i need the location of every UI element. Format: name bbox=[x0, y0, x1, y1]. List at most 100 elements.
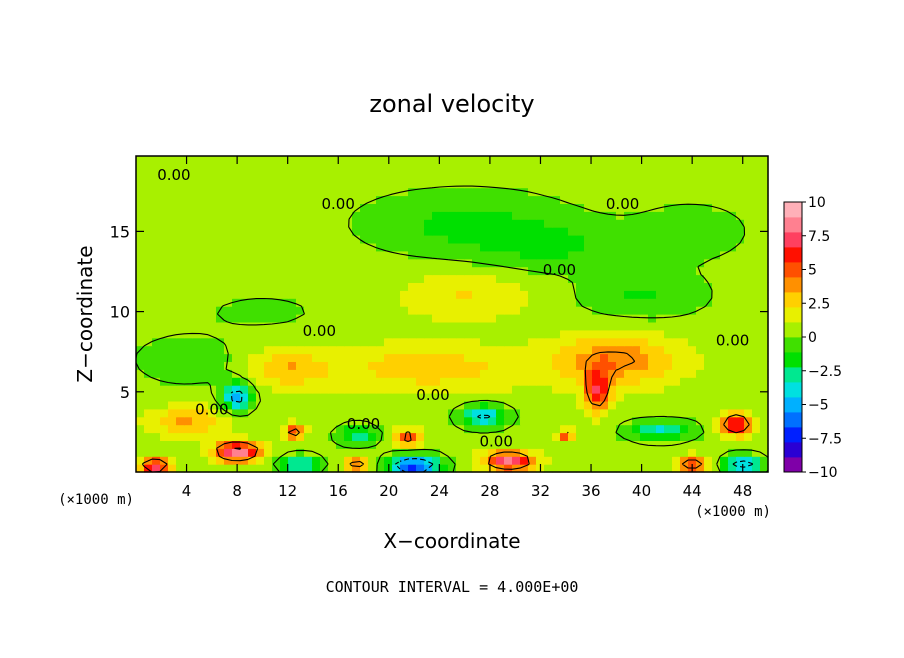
heatmap-cell bbox=[520, 432, 529, 441]
heatmap-cell bbox=[224, 227, 233, 236]
heatmap-cell bbox=[360, 211, 369, 220]
heatmap-cell bbox=[704, 337, 713, 347]
heatmap-cell bbox=[504, 298, 513, 307]
heatmap-cell bbox=[480, 416, 489, 426]
heatmap-cell bbox=[176, 416, 185, 426]
heatmap-cell bbox=[664, 377, 673, 386]
heatmap-cell bbox=[296, 440, 305, 449]
heatmap-cell bbox=[672, 393, 681, 402]
heatmap-cell bbox=[152, 424, 161, 434]
heatmap-cell bbox=[680, 314, 689, 323]
heatmap-cell bbox=[472, 329, 481, 339]
heatmap-cell bbox=[400, 156, 409, 165]
heatmap-cell bbox=[632, 448, 641, 457]
heatmap-cell bbox=[648, 227, 657, 236]
heatmap-cell bbox=[344, 337, 353, 347]
heatmap-cell bbox=[392, 282, 401, 291]
heatmap-cell bbox=[224, 211, 233, 220]
heatmap-cell bbox=[552, 163, 561, 173]
heatmap-cell bbox=[320, 179, 329, 189]
heatmap-cell bbox=[576, 432, 585, 441]
heatmap-cell bbox=[400, 321, 409, 331]
heatmap-cell bbox=[552, 187, 561, 197]
heatmap-cell bbox=[760, 337, 769, 347]
heatmap-cell bbox=[432, 282, 441, 291]
heatmap-cell bbox=[216, 393, 225, 402]
heatmap-cell bbox=[720, 211, 729, 220]
heatmap-cell bbox=[480, 258, 489, 268]
heatmap-cell bbox=[144, 211, 153, 220]
heatmap-cell bbox=[208, 171, 217, 181]
heatmap-cell bbox=[616, 187, 625, 197]
heatmap-cell bbox=[480, 440, 489, 449]
heatmap-cell bbox=[280, 353, 289, 362]
heatmap-cell bbox=[408, 179, 417, 189]
heatmap-cell bbox=[224, 179, 233, 189]
heatmap-cell bbox=[336, 258, 345, 268]
heatmap-cell bbox=[744, 393, 753, 402]
heatmap-cell bbox=[400, 424, 409, 434]
heatmap-cell bbox=[520, 314, 529, 323]
heatmap-cell bbox=[432, 211, 441, 220]
heatmap-cell bbox=[480, 432, 489, 441]
x-tick-label: 44 bbox=[683, 482, 702, 500]
heatmap-cell bbox=[160, 424, 169, 434]
heatmap-cell bbox=[368, 171, 377, 181]
heatmap-cell bbox=[488, 171, 497, 181]
heatmap-cell bbox=[744, 385, 753, 394]
heatmap-cell bbox=[664, 306, 673, 315]
heatmap-cell bbox=[392, 163, 401, 173]
heatmap-cell bbox=[248, 195, 257, 204]
heatmap-cell bbox=[384, 250, 393, 260]
heatmap-cell bbox=[736, 219, 745, 228]
heatmap-cell bbox=[704, 314, 713, 323]
heatmap-cell bbox=[472, 400, 481, 410]
heatmap-cell bbox=[256, 211, 265, 220]
heatmap-cell bbox=[216, 440, 225, 449]
heatmap-cell bbox=[400, 432, 409, 441]
heatmap-cell bbox=[624, 464, 633, 473]
heatmap-cell bbox=[368, 163, 377, 173]
heatmap-cell bbox=[656, 400, 665, 410]
heatmap-cell bbox=[432, 345, 441, 355]
heatmap-cell bbox=[144, 219, 153, 228]
heatmap-cell bbox=[360, 337, 369, 347]
heatmap-cell bbox=[632, 424, 641, 434]
heatmap-cell bbox=[192, 298, 201, 307]
heatmap-cell bbox=[368, 306, 377, 315]
heatmap-cell bbox=[696, 274, 705, 283]
heatmap-cell bbox=[496, 227, 505, 236]
heatmap-cell bbox=[184, 282, 193, 291]
heatmap-cell bbox=[360, 156, 369, 165]
heatmap-cell bbox=[336, 266, 345, 276]
heatmap-cell bbox=[360, 195, 369, 204]
heatmap-cell bbox=[624, 171, 633, 181]
heatmap-cell bbox=[256, 385, 265, 394]
heatmap-cell bbox=[408, 456, 417, 465]
heatmap-cell bbox=[600, 179, 609, 189]
heatmap-cell bbox=[224, 416, 233, 426]
heatmap-cell bbox=[720, 464, 729, 473]
heatmap-cell bbox=[600, 156, 609, 165]
heatmap-cell bbox=[208, 274, 217, 283]
heatmap-cell bbox=[464, 227, 473, 236]
heatmap-cell bbox=[472, 385, 481, 394]
heatmap-cell bbox=[216, 400, 225, 410]
heatmap-cell bbox=[224, 440, 233, 449]
heatmap-cell bbox=[496, 219, 505, 228]
heatmap-cell bbox=[176, 337, 185, 347]
heatmap-cell bbox=[480, 219, 489, 228]
heatmap-cell bbox=[584, 353, 593, 362]
heatmap-cell bbox=[624, 290, 633, 299]
heatmap-cell bbox=[560, 361, 569, 370]
heatmap-cell bbox=[352, 250, 361, 260]
heatmap-cell bbox=[576, 266, 585, 276]
heatmap-cell bbox=[296, 242, 305, 252]
heatmap-cell bbox=[720, 258, 729, 268]
heatmap-cell bbox=[576, 377, 585, 386]
heatmap-cell bbox=[672, 156, 681, 165]
heatmap-cell bbox=[176, 203, 185, 212]
heatmap-cell bbox=[696, 219, 705, 228]
heatmap-cell bbox=[256, 235, 265, 244]
heatmap-cell bbox=[760, 432, 769, 441]
